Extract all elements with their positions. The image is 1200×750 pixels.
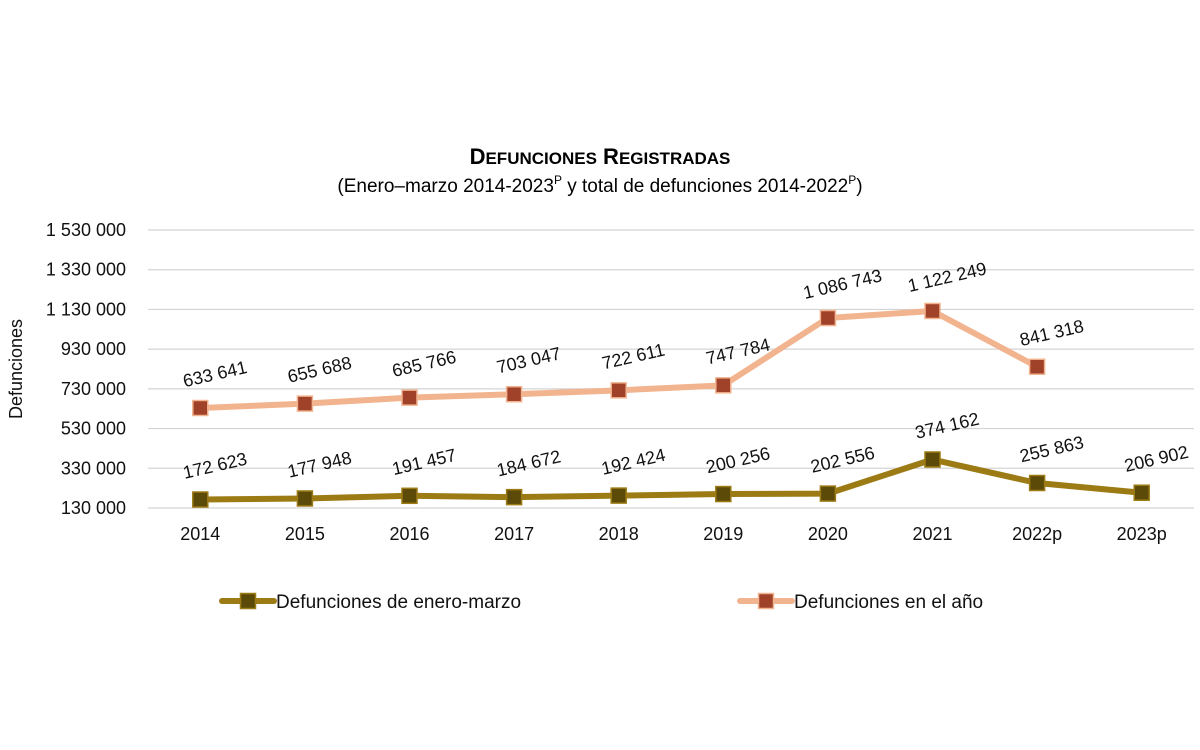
data-point xyxy=(924,302,941,320)
data-point xyxy=(819,485,837,502)
data-label: 374 162 xyxy=(913,409,981,443)
data-label: 202 556 xyxy=(809,443,877,477)
x-tick-label: 2022p xyxy=(1012,524,1062,544)
data-label: 206 902 xyxy=(1122,442,1190,476)
chart-title: DEFUNCIONES REGISTRADAS xyxy=(470,144,731,169)
subtitle-middle: y total de defunciones 2014-2022 xyxy=(562,176,848,197)
data-label: 172 623 xyxy=(181,449,249,483)
x-tick-label: 2023p xyxy=(1117,524,1167,544)
x-tick-label: 2017 xyxy=(494,524,534,544)
title-rest: EGISTRADAS xyxy=(619,149,730,168)
x-tick-label: 2018 xyxy=(599,524,639,544)
data-point xyxy=(296,395,314,412)
chart-title-text: DEFUNCIONES REGISTRADAS xyxy=(470,144,731,169)
y-tick-label: 730 000 xyxy=(61,379,126,399)
data-label: 685 766 xyxy=(390,347,458,381)
data-point xyxy=(610,487,627,504)
legend-item-2: Defunciones en el año xyxy=(737,592,983,613)
x-tick-label: 2014 xyxy=(180,524,220,544)
y-axis-label: Defunciones xyxy=(6,319,26,419)
data-label: 200 256 xyxy=(704,443,772,477)
data-point xyxy=(715,377,732,394)
series-layer: 172 623 177 948 191 457 184 672 192 424 200 2… xyxy=(181,258,1190,508)
data-point xyxy=(1133,484,1150,501)
data-label: 1 122 249 xyxy=(906,258,989,296)
legend-item-1: Defunciones de enero-marzo xyxy=(219,592,521,613)
legend-marker xyxy=(757,592,775,610)
data-point xyxy=(401,487,418,505)
legend: Defunciones de enero-marzo Defunciones en… xyxy=(219,592,983,613)
legend-marker xyxy=(239,592,257,610)
x-tick-label: 2020 xyxy=(808,524,848,544)
y-tick-label: 1 330 000 xyxy=(46,260,126,280)
y-tick-label: 330 000 xyxy=(61,458,126,478)
subtitle-sup-1: P xyxy=(554,173,562,187)
title-rest: EFUNCIONES xyxy=(485,149,596,168)
x-axis-ticks: 2014 2015 2016 2017 2018 2019 2020 2021 2022p 202… xyxy=(180,524,1166,544)
data-label: 184 672 xyxy=(495,446,563,480)
data-point xyxy=(1028,474,1046,492)
y-axis-ticks: 130 000 330 000 530 000 730 000 930 000 1 130… xyxy=(46,220,126,518)
y-tick-label: 930 000 xyxy=(61,339,126,359)
data-label: 703 047 xyxy=(495,343,563,377)
subtitle-prefix: (Enero–marzo 2014-2023 xyxy=(337,176,554,197)
data-label: 255 863 xyxy=(1018,432,1086,466)
series-2: 633 641 655 688 685 766 703 047 722 611 747 7… xyxy=(181,258,1086,417)
x-tick-label: 2015 xyxy=(285,524,325,544)
data-label: 192 424 xyxy=(599,445,667,479)
chart-subtitle: (Enero–marzo 2014-2023P y total de defun… xyxy=(337,173,862,197)
data-label: 1 086 743 xyxy=(801,265,884,303)
data-point xyxy=(505,488,523,506)
subtitle-sup-2: P xyxy=(848,173,856,187)
title-initial: D xyxy=(470,144,486,169)
data-label: 633 641 xyxy=(181,357,249,391)
y-tick-label: 1 530 000 xyxy=(46,220,126,240)
legend-label: Defunciones en el año xyxy=(794,592,983,613)
data-label: 722 611 xyxy=(600,340,667,374)
x-tick-label: 2016 xyxy=(389,524,429,544)
y-tick-label: 130 000 xyxy=(61,498,126,518)
data-label: 841 318 xyxy=(1018,316,1086,350)
data-point xyxy=(296,490,314,507)
data-point xyxy=(401,389,418,406)
y-tick-label: 1 130 000 xyxy=(46,299,126,319)
x-tick-label: 2021 xyxy=(912,524,952,544)
data-point xyxy=(819,309,837,327)
gridlines xyxy=(148,229,1194,509)
data-label: 655 688 xyxy=(286,353,354,387)
legend-label: Defunciones de enero-marzo xyxy=(276,592,521,613)
data-point xyxy=(924,451,941,468)
series-1: 172 623 177 948 191 457 184 672 192 424 200 2… xyxy=(181,409,1190,508)
y-tick-label: 530 000 xyxy=(61,419,126,439)
data-label: 177 948 xyxy=(286,448,354,482)
data-point xyxy=(610,382,627,399)
data-point xyxy=(1028,358,1046,376)
data-point xyxy=(192,491,209,508)
x-tick-label: 2019 xyxy=(703,524,743,544)
series-line xyxy=(197,456,1145,503)
data-point xyxy=(505,385,523,403)
title-initial: R xyxy=(597,144,619,169)
data-point xyxy=(192,399,209,417)
data-point xyxy=(715,485,732,503)
subtitle-suffix: ) xyxy=(856,176,862,197)
data-label: 191 457 xyxy=(390,445,458,479)
